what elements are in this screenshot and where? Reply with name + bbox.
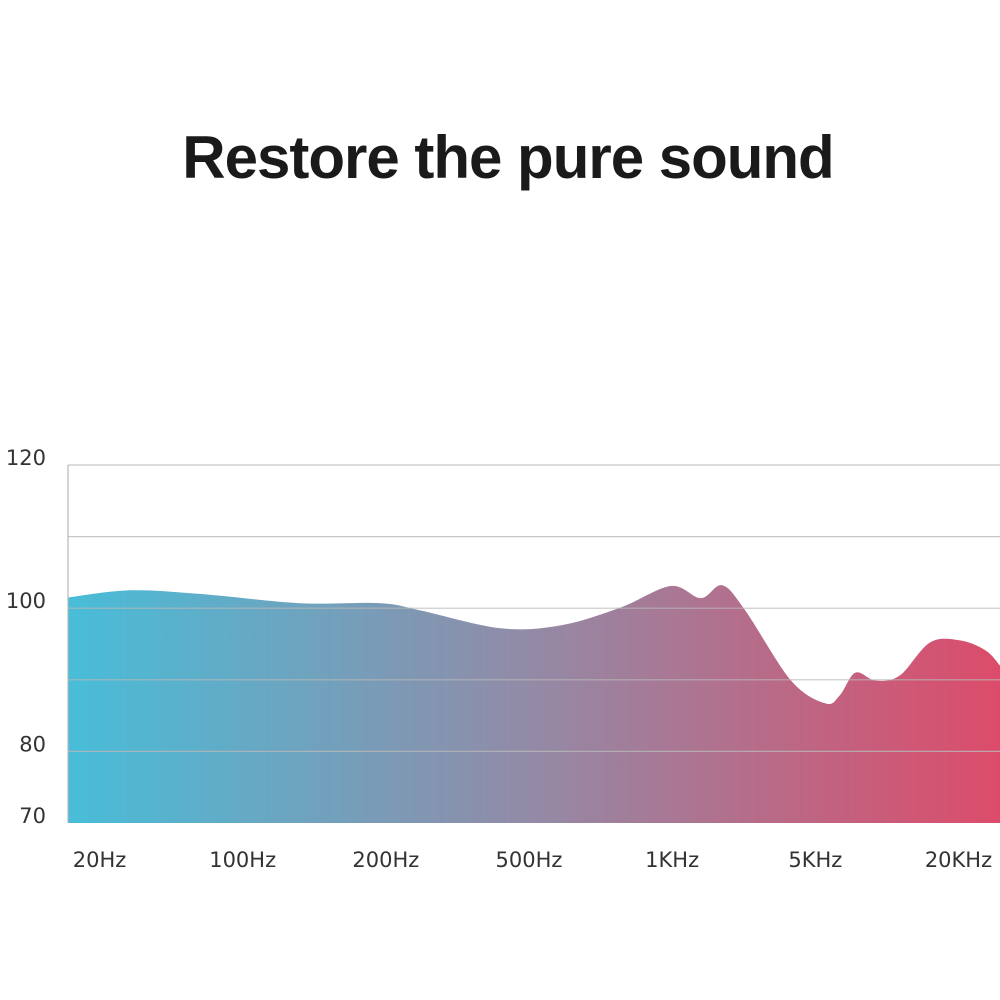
- x-tick-label: 20Hz: [73, 848, 127, 872]
- chart-title: Restore the pure sound: [182, 124, 833, 191]
- x-tick-label: 500Hz: [496, 848, 563, 872]
- x-tick-label: 200Hz: [352, 848, 419, 872]
- y-tick-label: 120: [6, 446, 46, 470]
- x-tick-label: 1KHz: [645, 848, 699, 872]
- x-tick-label: 100Hz: [209, 848, 276, 872]
- y-tick-label: 100: [6, 589, 46, 613]
- response-area: [68, 585, 1000, 823]
- y-tick-label: 80: [19, 732, 46, 756]
- x-tick-label: 5KHz: [788, 848, 842, 872]
- x-tick-label: 20KHz: [925, 848, 992, 872]
- y-tick-label: 70: [19, 804, 46, 828]
